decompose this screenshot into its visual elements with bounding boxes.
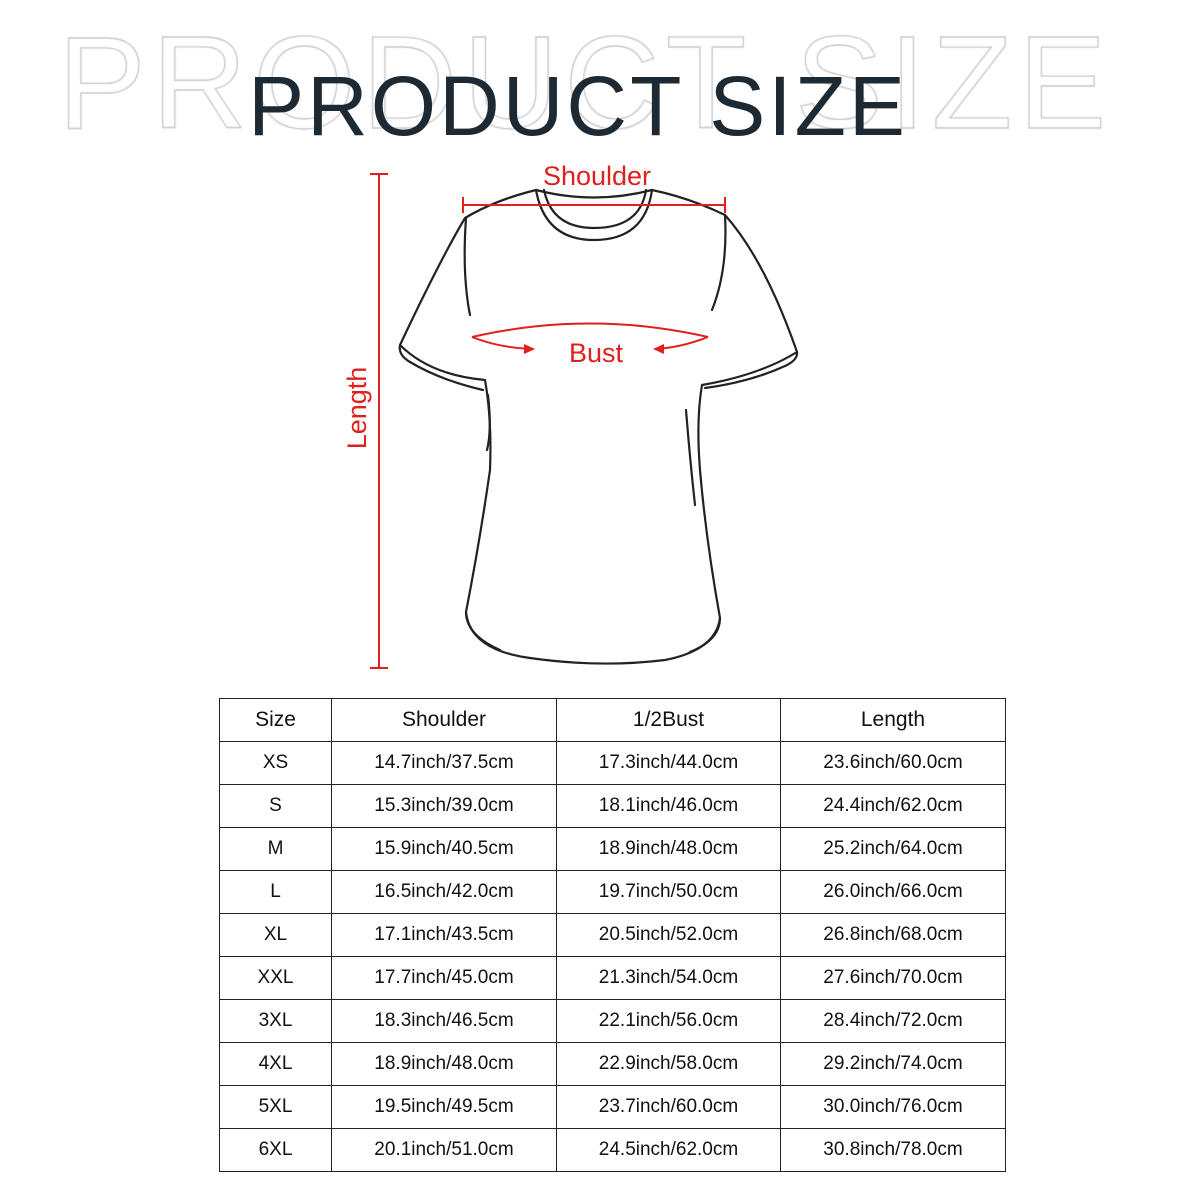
cell-size: XXL xyxy=(219,956,332,1000)
arrow-left-icon xyxy=(653,344,664,354)
cell-bust: 23.7inch/60.0cm xyxy=(556,1085,781,1129)
background-title-watermark xyxy=(0,0,1200,160)
cell-size: 4XL xyxy=(219,1042,332,1086)
cell-length: 29.2inch/74.0cm xyxy=(780,1042,1006,1086)
tshirt-diagram: Shoulder Bust Length xyxy=(342,161,799,669)
cell-bust: 18.1inch/46.0cm xyxy=(556,784,781,828)
length-label: Length xyxy=(342,367,372,450)
cell-bust: 22.9inch/58.0cm xyxy=(556,1042,781,1086)
header-length: Length xyxy=(780,698,1006,742)
cell-shoulder: 17.1inch/43.5cm xyxy=(331,913,557,957)
cell-size: 6XL xyxy=(219,1128,332,1172)
cell-size: M xyxy=(219,827,332,871)
shoulder-label: Shoulder xyxy=(543,161,651,191)
size-table: Size Shoulder 1/2Bust Length XS 14.7inch/… xyxy=(219,698,1006,1172)
cell-shoulder: 19.5inch/49.5cm xyxy=(331,1085,557,1129)
table-row: 3XL 18.3inch/46.5cm 22.1inch/56.0cm 28.4inc… xyxy=(219,999,1006,1043)
cell-bust: 17.3inch/44.0cm xyxy=(556,741,781,785)
cell-bust: 24.5inch/62.0cm xyxy=(556,1128,781,1172)
cell-length: 28.4inch/72.0cm xyxy=(780,999,1006,1043)
table-row: XXL 17.7inch/45.0cm 21.3inch/54.0cm 27.6inc… xyxy=(219,956,1006,1000)
cell-shoulder: 16.5inch/42.0cm xyxy=(331,870,557,914)
cell-size: 3XL xyxy=(219,999,332,1043)
cell-bust: 19.7inch/50.0cm xyxy=(556,870,781,914)
cell-shoulder: 15.3inch/39.0cm xyxy=(331,784,557,828)
header-bust: 1/2Bust xyxy=(556,698,781,742)
cell-bust: 21.3inch/54.0cm xyxy=(556,956,781,1000)
cell-shoulder: 18.3inch/46.5cm xyxy=(331,999,557,1043)
table-row: XS 14.7inch/37.5cm 17.3inch/44.0cm 23.6inch… xyxy=(219,741,1006,785)
header-size: Size xyxy=(219,698,332,742)
cell-size: S xyxy=(219,784,332,828)
cell-shoulder: 15.9inch/40.5cm xyxy=(331,827,557,871)
cell-length: 30.0inch/76.0cm xyxy=(780,1085,1006,1129)
cell-size: XS xyxy=(219,741,332,785)
cell-bust: 22.1inch/56.0cm xyxy=(556,999,781,1043)
cell-size: L xyxy=(219,870,332,914)
cell-shoulder: 17.7inch/45.0cm xyxy=(331,956,557,1000)
cell-size: 5XL xyxy=(219,1085,332,1129)
table-row: L 16.5inch/42.0cm 19.7inch/50.0cm 26.0inch/… xyxy=(219,870,1006,914)
bust-label: Bust xyxy=(569,338,624,368)
arrow-right-icon xyxy=(524,344,535,354)
table-row: 6XL 20.1inch/51.0cm 24.5inch/62.0cm 30.8inc… xyxy=(219,1128,1006,1172)
cell-bust: 20.5inch/52.0cm xyxy=(556,913,781,957)
cell-shoulder: 18.9inch/48.0cm xyxy=(331,1042,557,1086)
cell-length: 26.8inch/68.0cm xyxy=(780,913,1006,957)
bust-arc xyxy=(471,322,709,338)
table-row: M 15.9inch/40.5cm 18.9inch/48.0cm 25.2inch/… xyxy=(219,827,1006,871)
table-row: S 15.3inch/39.0cm 18.1inch/46.0cm 24.4inch/… xyxy=(219,784,1006,828)
cell-length: 25.2inch/64.0cm xyxy=(780,827,1006,871)
table-row: 4XL 18.9inch/48.0cm 22.9inch/58.0cm 29.2inc… xyxy=(219,1042,1006,1086)
measure-lines xyxy=(370,173,726,669)
header-shoulder: Shoulder xyxy=(331,698,557,742)
cell-shoulder: 14.7inch/37.5cm xyxy=(331,741,557,785)
table-row: 5XL 19.5inch/49.5cm 23.7inch/60.0cm 30.0inc… xyxy=(219,1085,1006,1129)
cell-length: 30.8inch/78.0cm xyxy=(780,1128,1006,1172)
table-header-row: Size Shoulder 1/2Bust Length xyxy=(219,698,1006,742)
cell-length: 23.6inch/60.0cm xyxy=(780,741,1006,785)
cell-shoulder: 20.1inch/51.0cm xyxy=(331,1128,557,1172)
table-row: XL 17.1inch/43.5cm 20.5inch/52.0cm 26.8inch… xyxy=(219,913,1006,957)
cell-length: 24.4inch/62.0cm xyxy=(780,784,1006,828)
cell-size: XL xyxy=(219,913,332,957)
tshirt-outline xyxy=(398,188,799,665)
page-title: PRODUCT SIZE xyxy=(248,59,908,153)
cell-bust: 18.9inch/48.0cm xyxy=(556,827,781,871)
cell-length: 26.0inch/66.0cm xyxy=(780,870,1006,914)
cell-length: 27.6inch/70.0cm xyxy=(780,956,1006,1000)
